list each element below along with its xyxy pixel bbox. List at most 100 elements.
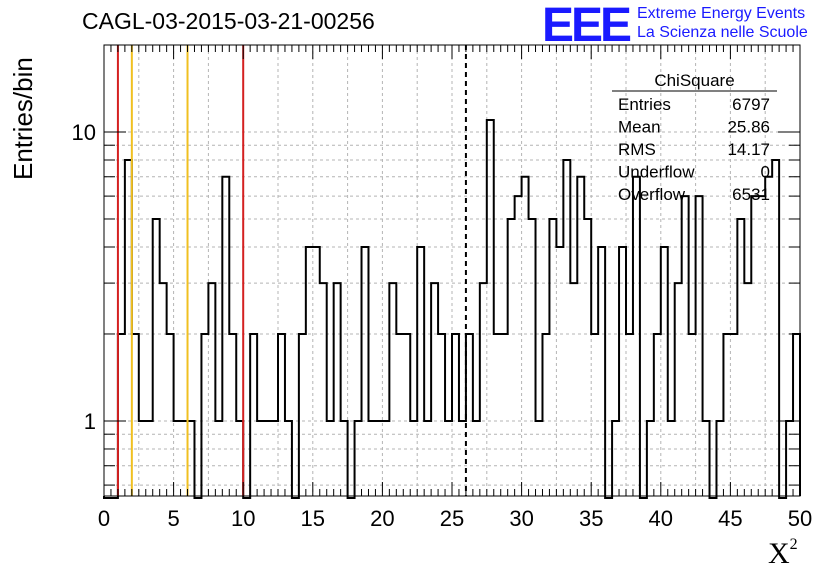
histogram-bin bbox=[675, 283, 682, 496]
histogram-bin bbox=[250, 334, 257, 496]
histogram-bin bbox=[466, 334, 473, 496]
histogram-bin bbox=[208, 283, 215, 496]
histogram-bin bbox=[765, 177, 772, 496]
stats-label: RMS bbox=[618, 140, 656, 159]
histogram-bin bbox=[696, 196, 703, 496]
histogram-bin bbox=[529, 219, 536, 496]
histogram-bin bbox=[160, 283, 167, 496]
histogram-bin bbox=[313, 247, 320, 496]
histogram-outline bbox=[103, 119, 801, 499]
histogram-bin bbox=[368, 421, 375, 496]
histogram-bin bbox=[647, 421, 654, 496]
histogram-bin bbox=[556, 247, 563, 496]
histogram-bin bbox=[619, 247, 626, 496]
histogram-bin bbox=[125, 160, 132, 496]
histogram-bin bbox=[515, 196, 522, 496]
logo-line1: Extreme Energy Events bbox=[637, 5, 806, 22]
x-tick-label: 30 bbox=[509, 506, 533, 531]
histogram-bin bbox=[146, 421, 153, 496]
histogram-bin bbox=[132, 334, 139, 496]
histogram-bin bbox=[445, 421, 452, 496]
stats-value: 0 bbox=[761, 163, 770, 182]
histogram-bin bbox=[417, 247, 424, 496]
histogram-bin bbox=[584, 219, 591, 496]
histogram-bin bbox=[536, 421, 543, 496]
histogram-bin bbox=[327, 421, 334, 496]
histogram-bin bbox=[612, 421, 619, 496]
histogram-bin bbox=[723, 334, 730, 496]
stats-value: 25.86 bbox=[727, 118, 770, 137]
histogram-bin bbox=[424, 421, 431, 496]
histogram-bin bbox=[737, 219, 744, 496]
histogram-bin bbox=[591, 334, 598, 496]
histogram-bin bbox=[598, 247, 605, 496]
histogram-bin bbox=[549, 219, 556, 496]
eee-logo: EEE bbox=[542, 0, 632, 52]
histogram-bin bbox=[410, 421, 417, 496]
stats-label: Overflow bbox=[618, 185, 686, 204]
histogram-bin bbox=[431, 283, 438, 496]
histogram-bin bbox=[563, 160, 570, 496]
histogram-bin bbox=[285, 421, 292, 496]
stats-value: 6531 bbox=[732, 185, 770, 204]
histogram-bin bbox=[174, 421, 181, 496]
histogram-bin bbox=[375, 421, 382, 496]
x-tick-label: 45 bbox=[718, 506, 742, 531]
histogram-bin bbox=[452, 334, 459, 496]
histogram-bin bbox=[793, 334, 800, 496]
histogram-bin bbox=[494, 334, 501, 496]
histogram-bin bbox=[577, 177, 584, 496]
histogram-bin bbox=[459, 421, 466, 496]
x-tick-label: 15 bbox=[301, 506, 325, 531]
stats-value: 14.17 bbox=[727, 140, 770, 159]
histogram-bin bbox=[229, 334, 236, 496]
y-tick-label: 10 bbox=[72, 120, 96, 145]
histogram-bin bbox=[403, 334, 410, 496]
histogram-bin bbox=[480, 283, 487, 496]
histogram-bin bbox=[438, 334, 445, 496]
histogram-bin bbox=[167, 334, 174, 496]
histogram-bin bbox=[487, 120, 494, 496]
histogram-bin bbox=[139, 421, 146, 496]
histogram-bin bbox=[654, 334, 661, 496]
histogram-bin bbox=[396, 334, 403, 496]
histogram-bin bbox=[334, 283, 341, 496]
x-tick-label: 5 bbox=[167, 506, 179, 531]
histogram-bin bbox=[522, 177, 529, 496]
x-tick-label: 35 bbox=[579, 506, 603, 531]
logo-line2: La Scienza nelle Scuole bbox=[637, 24, 808, 41]
histogram-bin bbox=[703, 421, 710, 496]
histogram-bin bbox=[751, 196, 758, 496]
stats-label: Underflow bbox=[618, 163, 695, 182]
histogram-bin bbox=[341, 421, 348, 496]
x-tick-label: 20 bbox=[370, 506, 394, 531]
histogram-bin bbox=[744, 283, 751, 496]
histogram-bin bbox=[689, 334, 696, 496]
histogram-bin bbox=[682, 196, 689, 496]
histogram-bin bbox=[264, 421, 271, 496]
histogram-bin bbox=[215, 421, 222, 496]
histogram-bin bbox=[278, 334, 285, 496]
stats-label: Entries bbox=[618, 95, 671, 114]
histogram-bin bbox=[222, 177, 229, 496]
histogram-bin bbox=[716, 421, 723, 496]
stats-value: 6797 bbox=[732, 95, 770, 114]
histogram-bin bbox=[201, 334, 208, 496]
histogram-bin bbox=[320, 283, 327, 496]
x-tick-label: 40 bbox=[649, 506, 673, 531]
histogram-bin bbox=[570, 283, 577, 496]
x-tick-label: 25 bbox=[440, 506, 464, 531]
histogram-bin bbox=[362, 247, 369, 496]
histogram-bin bbox=[473, 421, 480, 496]
histogram-bin bbox=[626, 334, 633, 496]
histogram-bin bbox=[257, 421, 264, 496]
histogram-bin bbox=[508, 219, 515, 496]
chart-title: CAGL-03-2015-03-21-00256 bbox=[82, 8, 375, 34]
histogram-bin bbox=[306, 247, 313, 496]
y-tick-label: 1 bbox=[84, 409, 96, 434]
histogram-bin bbox=[661, 247, 668, 496]
stats-label: Mean bbox=[618, 118, 661, 137]
histogram-bin bbox=[758, 196, 765, 496]
x-tick-label: 50 bbox=[788, 506, 812, 531]
x-tick-label: 10 bbox=[231, 506, 255, 531]
